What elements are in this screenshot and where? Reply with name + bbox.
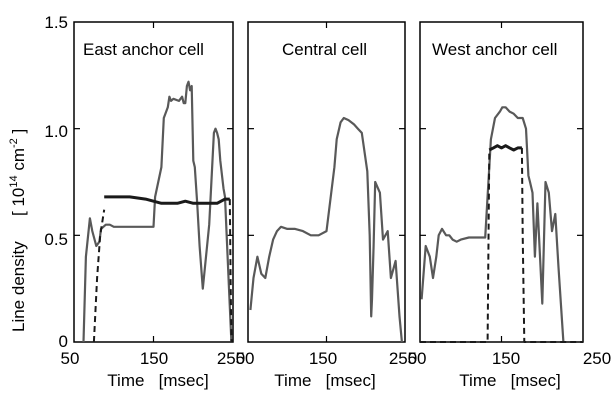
panel-title-central: Central cell <box>282 40 367 59</box>
x-tick-label: 250 <box>389 349 417 368</box>
series-line-solid-black <box>104 195 230 205</box>
series-line-solid-gray <box>82 80 233 343</box>
x-tick-label: 150 <box>140 349 168 368</box>
series-line-dashed-black <box>520 147 583 343</box>
x-tick-label: 50 <box>61 349 80 368</box>
panel-title-west: West anchor cell <box>432 40 557 59</box>
y-axis-unit: [ 1014 cm-2 ] <box>8 129 28 216</box>
x-axis-label-west: Time [msec] <box>459 371 560 390</box>
x-axis-label-central: Time [msec] <box>274 371 375 390</box>
series-line-solid-gray <box>249 116 403 343</box>
y-tick-label: 1.5 <box>44 13 68 32</box>
x-tick-label: 50 <box>236 349 255 368</box>
y-tick-label: 1.0 <box>44 122 68 141</box>
series-line-solid-black <box>488 144 522 152</box>
y-tick-label: 0 <box>59 332 68 351</box>
series-line-dashed-black <box>92 209 106 343</box>
x-tick-label: 250 <box>583 349 611 368</box>
x-tick-label: 150 <box>492 349 520 368</box>
x-tick-label: 250 <box>217 349 245 368</box>
series-line-dashed-black <box>228 199 233 343</box>
plot-frame <box>419 21 584 343</box>
y-axis-label: Line density <box>9 241 28 332</box>
series-line-solid-gray <box>420 106 565 343</box>
x-tick-label: 50 <box>408 349 427 368</box>
panel-central-cell <box>247 21 406 343</box>
plot-frame <box>73 21 234 343</box>
plot-frame <box>247 21 406 343</box>
y-tick-label: 0.5 <box>44 230 68 249</box>
series-line-dashed-black <box>420 149 491 343</box>
panel-west-anchor-cell <box>419 21 584 343</box>
panel-title-east: East anchor cell <box>83 40 204 59</box>
x-axis-label-east: Time [msec] <box>107 371 208 390</box>
x-tick-label: 150 <box>309 349 337 368</box>
panel-east-anchor-cell <box>73 21 234 343</box>
